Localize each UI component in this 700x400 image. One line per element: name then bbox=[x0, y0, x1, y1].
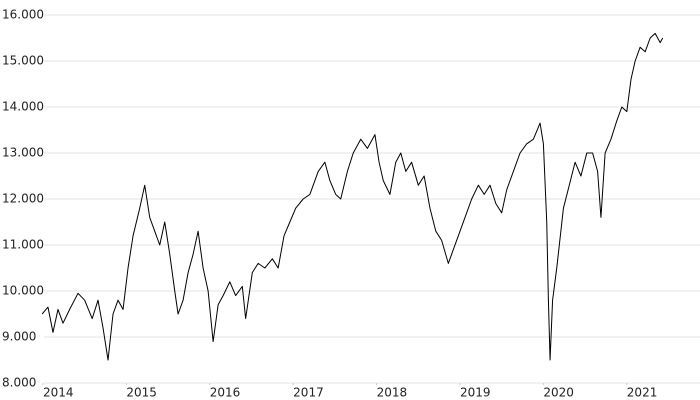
y-tick-label: 15.000 bbox=[2, 54, 44, 68]
x-tick-label: 2018 bbox=[377, 386, 408, 400]
y-tick-label: 12.000 bbox=[2, 192, 44, 206]
y-tick-label: 14.000 bbox=[2, 100, 44, 114]
x-tick-label: 2021 bbox=[627, 386, 658, 400]
x-tick-label: 2017 bbox=[293, 386, 324, 400]
y-tick-label: 13.000 bbox=[2, 146, 44, 160]
x-tick-label: 2015 bbox=[126, 386, 157, 400]
y-tick-label: 11.000 bbox=[2, 238, 44, 252]
x-tick-label: 2019 bbox=[460, 386, 491, 400]
y-tick-label: 8.000 bbox=[2, 376, 36, 390]
x-tick-label: 2016 bbox=[210, 386, 241, 400]
y-tick-label: 10.000 bbox=[2, 284, 44, 298]
x-tick-label: 2020 bbox=[543, 386, 574, 400]
x-tick-label: 2014 bbox=[43, 386, 74, 400]
y-tick-label: 9.000 bbox=[2, 330, 36, 344]
y-tick-label: 16.000 bbox=[2, 8, 44, 22]
price-line bbox=[41, 32, 664, 361]
